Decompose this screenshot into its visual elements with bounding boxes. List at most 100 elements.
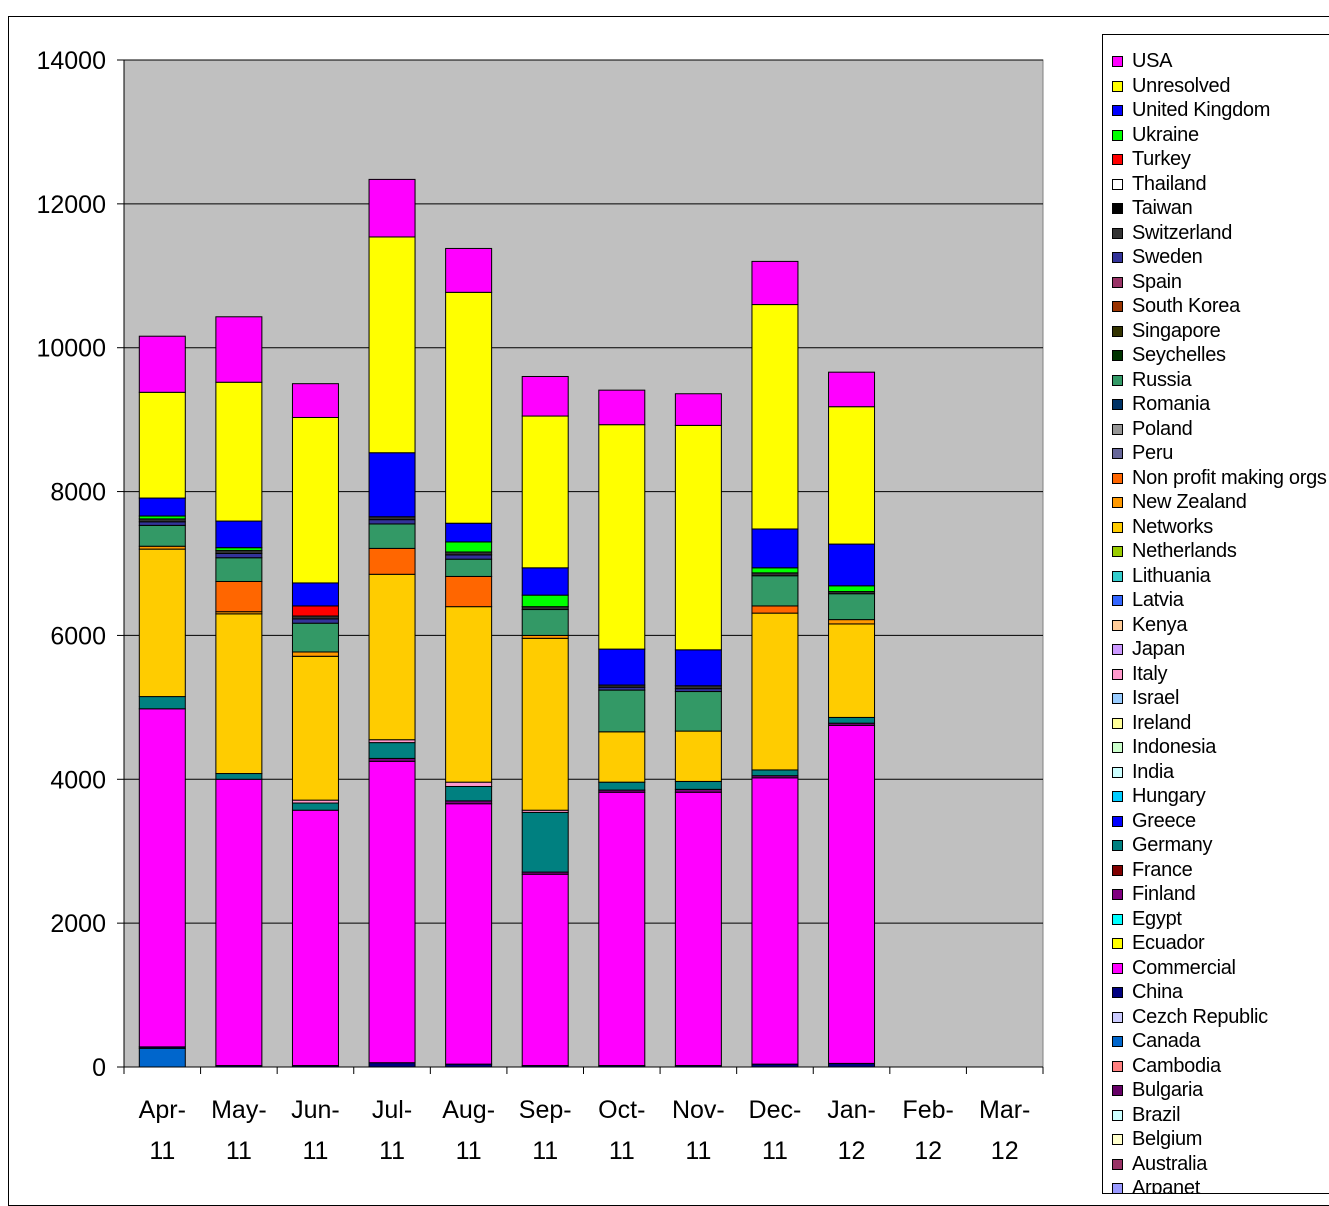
legend-label: Cezch Republic [1132,1005,1268,1028]
legend-swatch [1112,227,1123,239]
legend-label: Greece [1132,809,1196,832]
legend-label: Switzerland [1132,221,1233,244]
bar-segment [828,371,876,408]
legend-swatch [1112,619,1123,631]
bar-segment [368,519,416,525]
bar-segment [215,316,263,383]
y-tick-label: 10000 [36,335,106,363]
legend-label: South Korea [1132,295,1240,317]
legend-swatch [1112,129,1123,141]
legend-label: Poland [1132,417,1193,440]
legend-swatch [1112,840,1123,851]
legend-swatch [1112,80,1123,92]
legend-label: Canada [1132,1030,1201,1052]
legend-swatch [1112,521,1123,533]
bar-segment [445,554,493,560]
bar-segment [674,424,722,651]
bar-segment [445,291,493,524]
legend-swatch [1112,962,1123,974]
legend-label: India [1132,760,1174,783]
legend-swatch [1112,717,1123,729]
bar-segment [368,573,416,741]
y-tick-label: 8000 [50,479,106,507]
bar-segment [751,567,799,574]
bar-segment [215,552,263,559]
bar-segment [291,655,339,801]
bar-segment [674,393,722,426]
bar-segment [828,585,876,593]
legend-swatch [1112,154,1123,165]
legend-label: New Zealand [1132,491,1247,513]
bar-segment [291,416,339,584]
bar-segment [138,521,186,526]
legend-swatch [1112,448,1123,459]
bar-segment [445,247,493,293]
legend-label: China [1132,981,1183,1003]
legend-swatch [1112,864,1123,876]
x-tick-label: Jun- [291,1096,340,1124]
legend-label: Bulgaria [1132,1079,1203,1101]
bar-segment [445,541,493,553]
bar-segment [215,557,263,582]
legend-label: Taiwan [1132,197,1193,219]
bar-segment [521,637,569,811]
bar-segment [828,1062,876,1068]
x-tick-label: Jul- [372,1096,412,1124]
bar-segment [521,873,569,1067]
bar-segment [368,452,416,518]
legend-label: Singapore [1132,319,1221,342]
legend-swatch [1112,325,1123,337]
bar-segment [138,708,186,1048]
bar-segment [674,649,722,687]
legend-swatch [1112,56,1123,67]
bar-segment [445,785,493,802]
x-tick-label: 11 [609,1137,635,1165]
bar-segment [828,593,876,621]
bar-segment [215,580,263,613]
bar-segment [598,424,646,650]
legend-swatch [1112,276,1123,288]
bar-segment [445,522,493,543]
bar-segment [828,543,876,587]
legend-swatch [1112,350,1123,361]
legend-label: Italy [1132,662,1168,685]
x-tick-label: 11 [226,1137,252,1165]
chart-plot: 0 2000 4000 6000 8000 10000 12000 14000 Apr- 11 M… [36,47,1044,1165]
legend-label: Turkey [1132,148,1191,170]
legend-label: Egypt [1132,907,1182,930]
legend-label: United Kingdom [1132,99,1271,121]
bar-segment [215,778,263,1067]
bar-segment [138,696,186,710]
bar-segment [751,304,799,530]
x-tick-label: 11 [379,1137,405,1165]
legend-label: Australia [1132,1152,1208,1175]
bar-segment [368,523,416,549]
x-tick-label: 11 [302,1137,328,1165]
bar-segment [751,528,799,569]
legend-label: Israel [1132,687,1180,709]
bar-segment [445,575,493,608]
x-tick-label: Sep- [519,1096,572,1124]
legend-swatch [1112,105,1123,116]
legend-swatch [1112,546,1123,557]
legend-swatch [1112,791,1123,802]
legend-label: Brazil [1132,1103,1181,1126]
bar-segment [751,777,799,1065]
legend-label: Japan [1132,638,1185,660]
bar-segment [751,575,799,607]
legend-label: Thailand [1132,172,1207,195]
legend-swatch [1112,178,1123,190]
x-tick-label: Mar- [979,1096,1030,1124]
bar-segment [291,582,339,607]
bar-segment [215,613,263,775]
x-tick-label: May- [211,1096,267,1124]
bar-segment [674,780,722,790]
legend-label: Networks [1132,515,1213,538]
legend-label: Cambodia [1132,1054,1221,1077]
legend-label: Germany [1132,834,1213,856]
legend-label: USA [1132,50,1173,72]
legend-swatch [1112,301,1123,312]
legend-swatch [1112,1134,1123,1145]
legend-swatch [1112,1085,1123,1096]
x-tick-label: Jan- [827,1096,876,1124]
